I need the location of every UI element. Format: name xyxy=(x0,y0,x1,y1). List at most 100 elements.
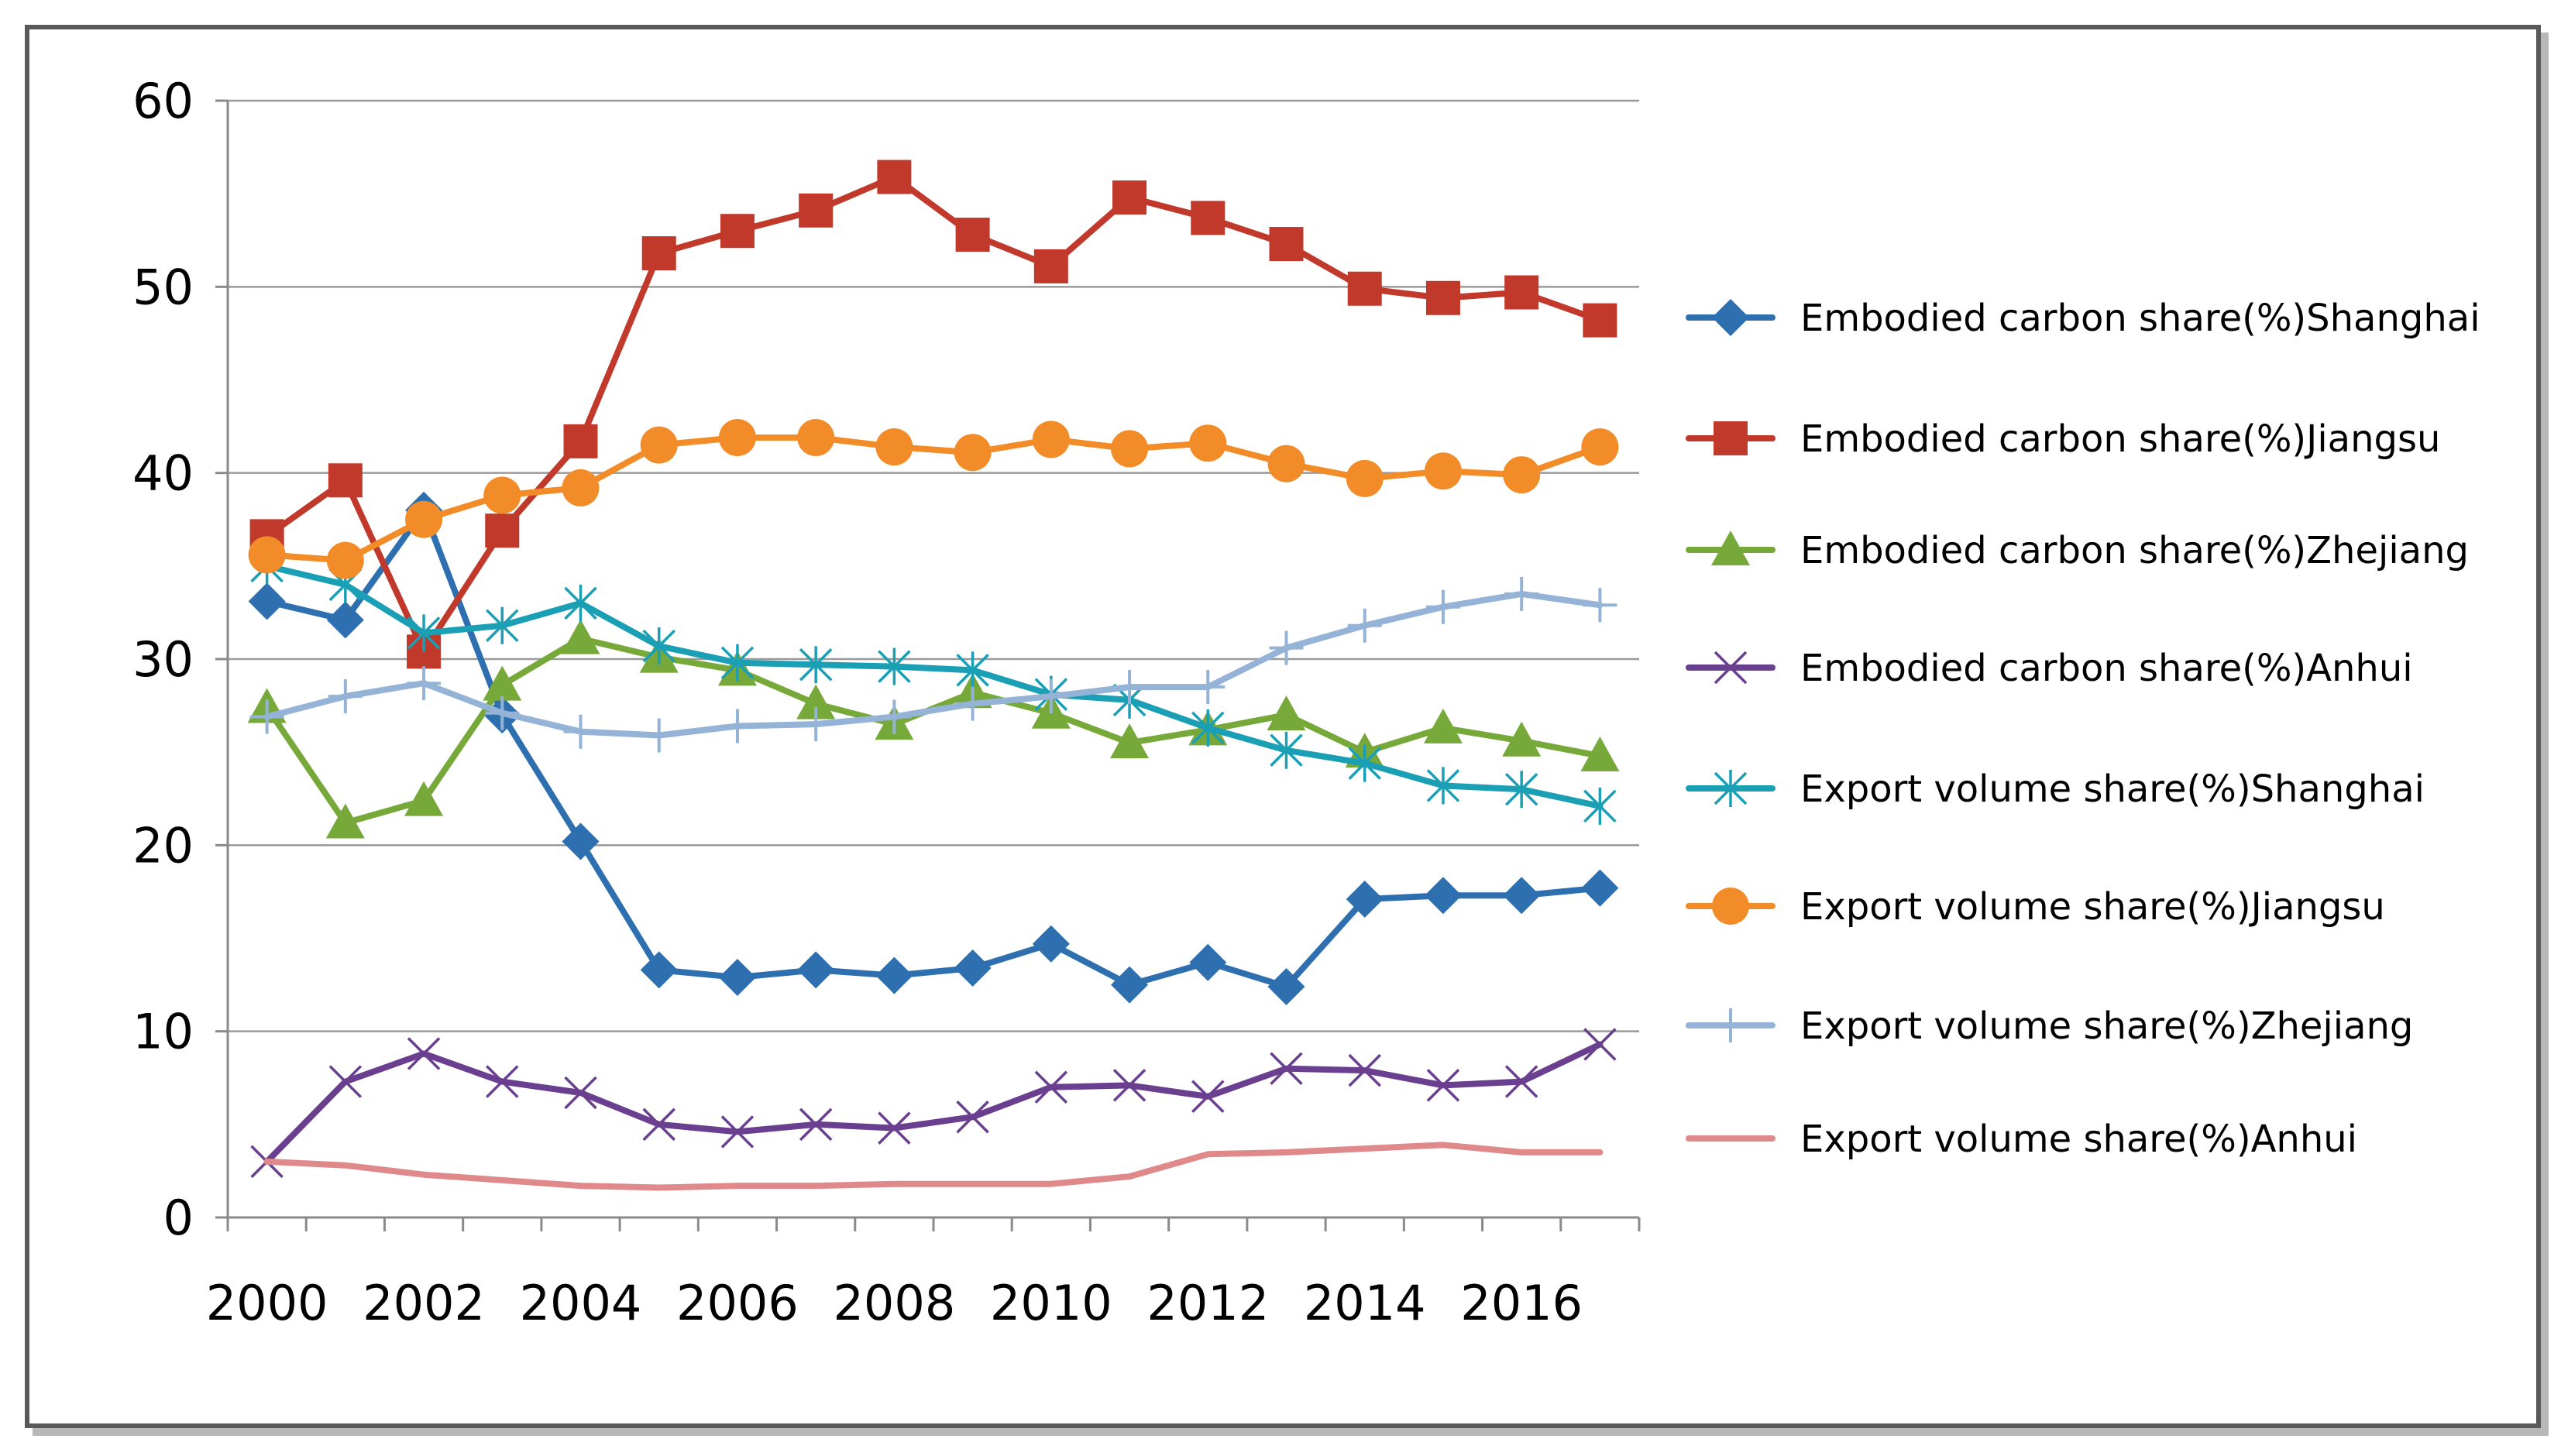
legend-label: Export volume share(%)Zhejiang xyxy=(1800,1004,2413,1048)
series-6 xyxy=(248,419,1619,579)
legend-item: Export volume share(%)Zhejiang xyxy=(1686,1004,2413,1048)
data-point xyxy=(718,958,756,996)
series-4 xyxy=(250,1028,1617,1179)
data-point xyxy=(405,500,443,538)
data-point xyxy=(1504,1065,1538,1098)
data-point xyxy=(1504,576,1539,611)
y-tick-label: 20 xyxy=(132,817,194,874)
data-point xyxy=(799,193,834,228)
data-point xyxy=(325,803,365,839)
data-point xyxy=(640,426,678,464)
data-point xyxy=(1583,303,1617,338)
data-point xyxy=(1424,877,1462,915)
data-point xyxy=(1583,1028,1617,1061)
data-point xyxy=(562,469,600,507)
data-point xyxy=(1032,421,1070,458)
data-point xyxy=(956,1100,989,1134)
data-point xyxy=(1504,275,1539,310)
y-tick-label: 50 xyxy=(132,259,194,315)
data-point xyxy=(720,214,755,249)
data-point xyxy=(564,584,597,622)
series-line xyxy=(263,173,1604,655)
data-point xyxy=(1110,723,1150,759)
data-point xyxy=(1270,731,1303,769)
data-point xyxy=(1269,227,1304,262)
data-point xyxy=(720,709,755,743)
data-point xyxy=(1269,630,1304,665)
data-point xyxy=(1111,430,1149,468)
data-point xyxy=(1423,708,1463,743)
data-point xyxy=(1347,608,1382,643)
data-point xyxy=(954,949,992,987)
data-point xyxy=(485,513,520,548)
data-point xyxy=(641,718,676,753)
series-line xyxy=(263,590,1604,739)
legend-marker xyxy=(1712,299,1749,336)
x-tick-label: 2012 xyxy=(1146,1275,1269,1331)
data-point xyxy=(485,695,520,730)
data-point xyxy=(1348,744,1381,782)
data-point xyxy=(483,665,522,701)
data-point xyxy=(562,822,600,860)
data-point xyxy=(328,463,363,498)
data-point xyxy=(563,714,598,749)
data-point xyxy=(878,647,911,685)
data-point xyxy=(720,644,755,682)
data-point xyxy=(249,699,284,734)
data-point xyxy=(1502,721,1542,757)
data-point xyxy=(878,1111,911,1145)
data-point xyxy=(1189,424,1227,462)
x-tick-label: 2016 xyxy=(1460,1275,1583,1331)
data-point xyxy=(1111,966,1149,1004)
legend-label: Export volume share(%)Anhui xyxy=(1800,1118,2357,1161)
data-point xyxy=(642,1107,675,1142)
data-point xyxy=(1191,1080,1225,1114)
data-point xyxy=(1034,1070,1068,1104)
data-point xyxy=(1191,670,1225,705)
series-2 xyxy=(249,160,1617,669)
data-point xyxy=(799,707,834,742)
data-point xyxy=(1425,280,1460,315)
data-point xyxy=(1504,771,1538,809)
data-point xyxy=(1503,456,1541,494)
series-line xyxy=(263,434,1604,564)
data-point xyxy=(1032,925,1070,963)
gridlines xyxy=(228,99,1639,1032)
y-tick-label: 60 xyxy=(132,73,194,129)
series-1 xyxy=(248,491,1619,1005)
data-point xyxy=(248,582,286,620)
data-point xyxy=(1033,679,1068,714)
data-point xyxy=(1503,877,1541,915)
data-point xyxy=(1348,1053,1381,1087)
legend-marker xyxy=(1711,531,1750,565)
data-point xyxy=(1583,588,1617,623)
series-7 xyxy=(249,576,1617,753)
legend: Embodied carbon share(%)Shanghai Embodied… xyxy=(1686,297,2480,1161)
data-point xyxy=(1112,180,1147,215)
data-point xyxy=(1425,589,1460,624)
legend-label: Embodied carbon share(%)Zhejiang xyxy=(1800,529,2469,572)
legend-item: Embodied carbon share(%)Jiangsu xyxy=(1686,417,2440,461)
data-point xyxy=(875,956,913,994)
data-point xyxy=(326,601,364,639)
series-line xyxy=(263,562,1604,809)
data-point xyxy=(1267,967,1305,1005)
data-point xyxy=(797,951,835,989)
data-point xyxy=(1267,445,1305,482)
x-tick-label: 2004 xyxy=(520,1275,642,1331)
y-tick-label: 0 xyxy=(163,1190,194,1246)
data-point xyxy=(563,424,598,458)
data-point xyxy=(796,684,836,719)
data-point xyxy=(1583,787,1617,825)
data-point xyxy=(407,1037,441,1070)
x-tick-label: 2010 xyxy=(990,1275,1112,1331)
data-point xyxy=(799,1107,833,1142)
series-line xyxy=(263,1142,1604,1191)
data-point xyxy=(486,606,519,644)
data-point xyxy=(875,428,913,466)
y-tick-label: 10 xyxy=(132,1004,194,1060)
y-axis-ticks: 0 10 20 30 40 50 60 xyxy=(132,73,228,1246)
data-point xyxy=(799,646,833,684)
chart-frame: 0 10 20 30 40 50 60 2000 2002 2004 2006 2008 2010 20… xyxy=(25,25,2541,1428)
data-point xyxy=(1426,1069,1460,1102)
